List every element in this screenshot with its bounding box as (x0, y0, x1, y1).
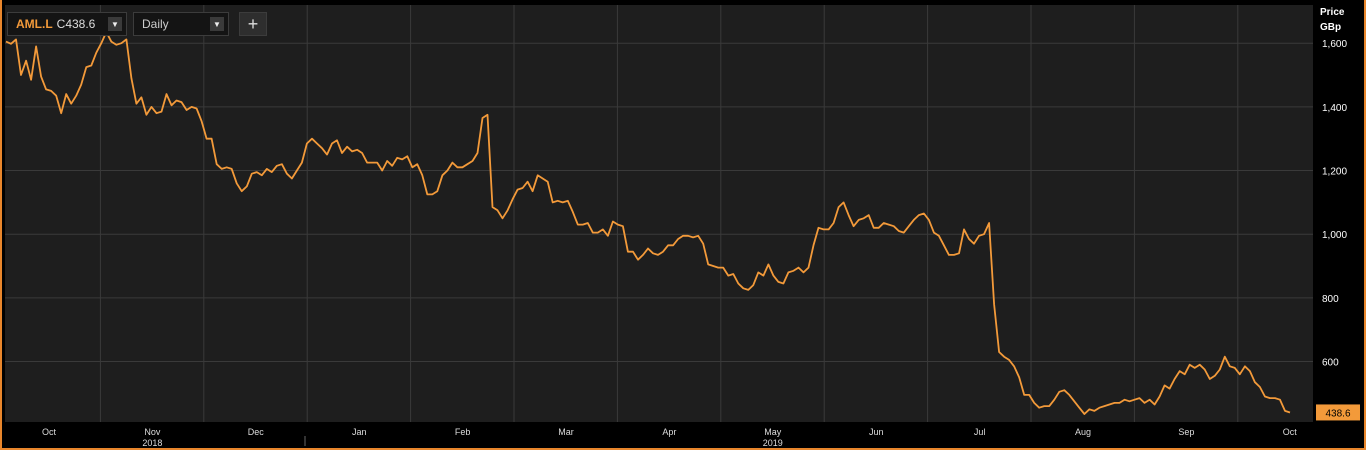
x-tick-label: Jul (974, 427, 986, 437)
last-value-badge (1316, 404, 1360, 421)
last-value-label: 438.6 (1325, 408, 1350, 419)
x-tick-label: Apr (662, 427, 676, 437)
x-tick-label: Oct (1283, 427, 1298, 437)
x-tick-label: Oct (42, 427, 57, 437)
chart-toolbar: AML.L C438.6 ▼ Daily ▼ + (7, 12, 267, 38)
x-tick-label: Jan (352, 427, 367, 437)
year-label: 2019 (763, 438, 783, 448)
add-button[interactable]: + (239, 12, 267, 36)
price-line (5, 31, 1291, 415)
x-tick-label: May (764, 427, 782, 437)
y-axis-title-line2: GBp (1320, 22, 1342, 33)
interval-selector[interactable]: Daily ▼ (133, 12, 229, 36)
plot-area (5, 5, 1313, 422)
x-tick-label: Feb (455, 427, 471, 437)
y-tick-label: 800 (1322, 294, 1339, 305)
chevron-down-icon[interactable]: ▼ (108, 17, 122, 31)
x-tick-label: Nov (144, 427, 161, 437)
year-label: 2018 (142, 438, 162, 448)
x-tick-label: Jun (869, 427, 884, 437)
y-tick-label: 1,600 (1322, 39, 1347, 50)
ticker-close: C438.6 (56, 17, 96, 31)
x-tick-label: Mar (558, 427, 574, 437)
y-tick-label: 1,400 (1322, 103, 1347, 114)
y-tick-label: 1,000 (1322, 230, 1347, 241)
x-tick-label: Aug (1075, 427, 1091, 437)
chevron-down-icon[interactable]: ▼ (210, 17, 224, 31)
interval-label: Daily (142, 17, 169, 31)
y-axis-title: Price GBp (1320, 5, 1344, 35)
y-tick-label: 600 (1322, 358, 1339, 369)
ticker-symbol: AML.L (16, 17, 53, 31)
y-axis-title-line1: Price (1320, 7, 1345, 18)
x-tick-label: Sep (1178, 427, 1194, 437)
x-tick-label: Dec (248, 427, 265, 437)
y-tick-label: 1,200 (1322, 167, 1347, 178)
ticker-selector[interactable]: AML.L C438.6 ▼ (7, 12, 127, 36)
